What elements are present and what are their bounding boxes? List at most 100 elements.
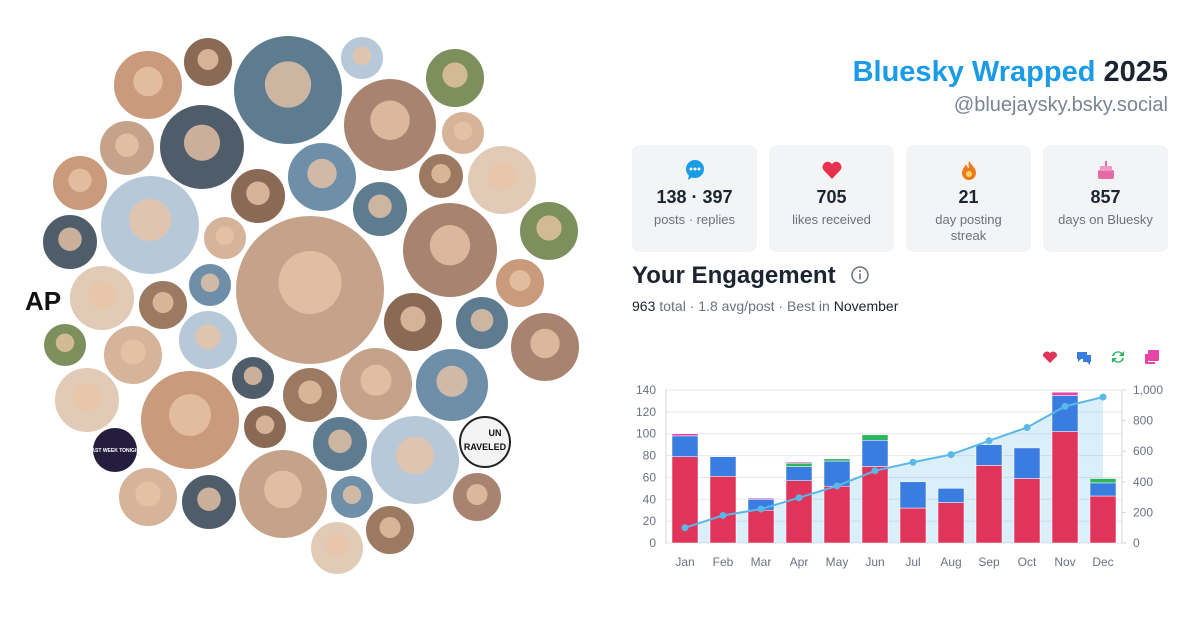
x-tick-label: Jul — [905, 555, 920, 569]
bar-segment — [1089, 495, 1117, 544]
bar-segment — [899, 481, 927, 509]
avatar-face — [325, 533, 349, 557]
avatar-cloud: AP LAST WEEK TONIGHT UN RAVELED — [25, 34, 581, 576]
y-tick-label: 140 — [636, 383, 656, 397]
legend-icon[interactable] — [1145, 350, 1159, 364]
avatar — [459, 416, 511, 468]
stat-value: 138 · 397 — [656, 187, 733, 207]
line-point — [1099, 393, 1107, 401]
handle: @bluejaysky.bsky.social — [953, 94, 1168, 116]
avatar-logo: LAST WEEK TONIGHT — [88, 448, 141, 454]
bar-segment — [1089, 482, 1117, 497]
avatar-face — [58, 227, 82, 251]
line-point — [909, 458, 917, 466]
y-tick-label: 120 — [636, 405, 656, 419]
icon — [685, 160, 704, 180]
legend-icon[interactable] — [1112, 351, 1124, 363]
avatar-face — [133, 66, 163, 97]
bar-segment — [1089, 478, 1117, 484]
avatar-face — [379, 517, 401, 538]
avatar-face — [215, 226, 235, 246]
stat-card: 705 likes received — [769, 145, 894, 252]
y-tick-label: 60 — [643, 470, 657, 484]
avatar-face — [431, 164, 451, 184]
bar-segment — [861, 434, 889, 441]
avatar-face — [120, 339, 146, 365]
avatar-face — [115, 133, 139, 157]
avatar-face — [400, 306, 426, 332]
avatar-face — [466, 484, 488, 505]
avatar-face — [255, 415, 275, 435]
stat-value: 21 — [958, 187, 979, 207]
avatar-face — [368, 194, 392, 218]
stat-label: day posting streak — [935, 212, 1002, 243]
y-tick-label: 0 — [649, 536, 656, 550]
avatar-face — [487, 161, 517, 192]
avatar-face — [370, 100, 410, 141]
avatar-face — [197, 49, 219, 70]
avatar-face — [183, 124, 221, 161]
bar-segment — [747, 509, 775, 544]
bar-segment — [747, 497, 775, 500]
avatar-face — [73, 382, 101, 411]
bar-segment — [823, 458, 851, 462]
bar-segment — [1013, 447, 1041, 479]
y-tick-label: 100 — [636, 427, 656, 441]
bar-segment — [785, 461, 813, 464]
x-tick-label: Jan — [675, 555, 694, 569]
avatar-face — [278, 251, 342, 314]
bar-segment — [861, 466, 889, 544]
avatar-logo: RAVELED — [464, 442, 507, 452]
avatar-face — [429, 225, 471, 266]
avatar-face — [135, 481, 161, 507]
line-point — [1061, 402, 1069, 410]
avatar-face — [243, 366, 263, 386]
legend-icon[interactable] — [1042, 351, 1058, 363]
avatar-face — [536, 215, 562, 241]
y2-tick-label: 200 — [1133, 505, 1153, 519]
summary-text: total · 1.8 avg/post · Best in — [659, 298, 830, 314]
x-tick-label: Feb — [713, 555, 734, 569]
avatar-face — [396, 436, 434, 475]
y-tick-label: 20 — [643, 514, 657, 528]
bar-segment — [937, 502, 965, 544]
year: 2025 — [1103, 56, 1168, 88]
bar-segment — [861, 440, 889, 467]
line-point — [947, 451, 955, 459]
x-tick-label: Aug — [940, 555, 961, 569]
stat-label: days on Bluesky — [1058, 212, 1153, 227]
y-tick-label: 80 — [643, 449, 657, 463]
bar-segment — [709, 456, 737, 477]
section-title: Your Engagement — [632, 262, 870, 290]
avatar-logo: UN — [489, 428, 502, 438]
stat-card: 138 · 397 posts · replies — [632, 145, 757, 252]
stat-value: 857 — [1090, 187, 1121, 207]
line-point — [757, 505, 765, 513]
avatar-face — [129, 199, 171, 241]
summary-best: November — [833, 298, 899, 314]
avatar-face — [530, 328, 560, 359]
x-tick-label: Sep — [978, 555, 1000, 569]
avatar-face — [436, 365, 468, 397]
bar-segment — [785, 462, 813, 467]
x-tick-label: Dec — [1092, 555, 1113, 569]
icon — [1097, 161, 1114, 179]
stat-card: 21 day posting streak — [906, 145, 1031, 252]
legend-icon[interactable] — [1077, 352, 1091, 365]
bar-segment — [785, 480, 813, 544]
x-tick-label: Jun — [865, 555, 884, 569]
line-point — [719, 511, 727, 519]
avatar-face — [328, 429, 352, 453]
y2-tick-label: 800 — [1133, 414, 1153, 428]
avatar-face — [470, 308, 494, 332]
bar-segment — [975, 465, 1003, 544]
info-icon[interactable] — [850, 265, 870, 285]
stat-label: posts · replies — [654, 212, 735, 227]
cumulative-line — [684, 396, 1104, 529]
y2-tick-label: 0 — [1133, 536, 1140, 550]
avatar-face — [352, 46, 372, 66]
x-tick-label: Mar — [751, 555, 772, 569]
stat-card: 857 days on Bluesky — [1043, 145, 1168, 252]
